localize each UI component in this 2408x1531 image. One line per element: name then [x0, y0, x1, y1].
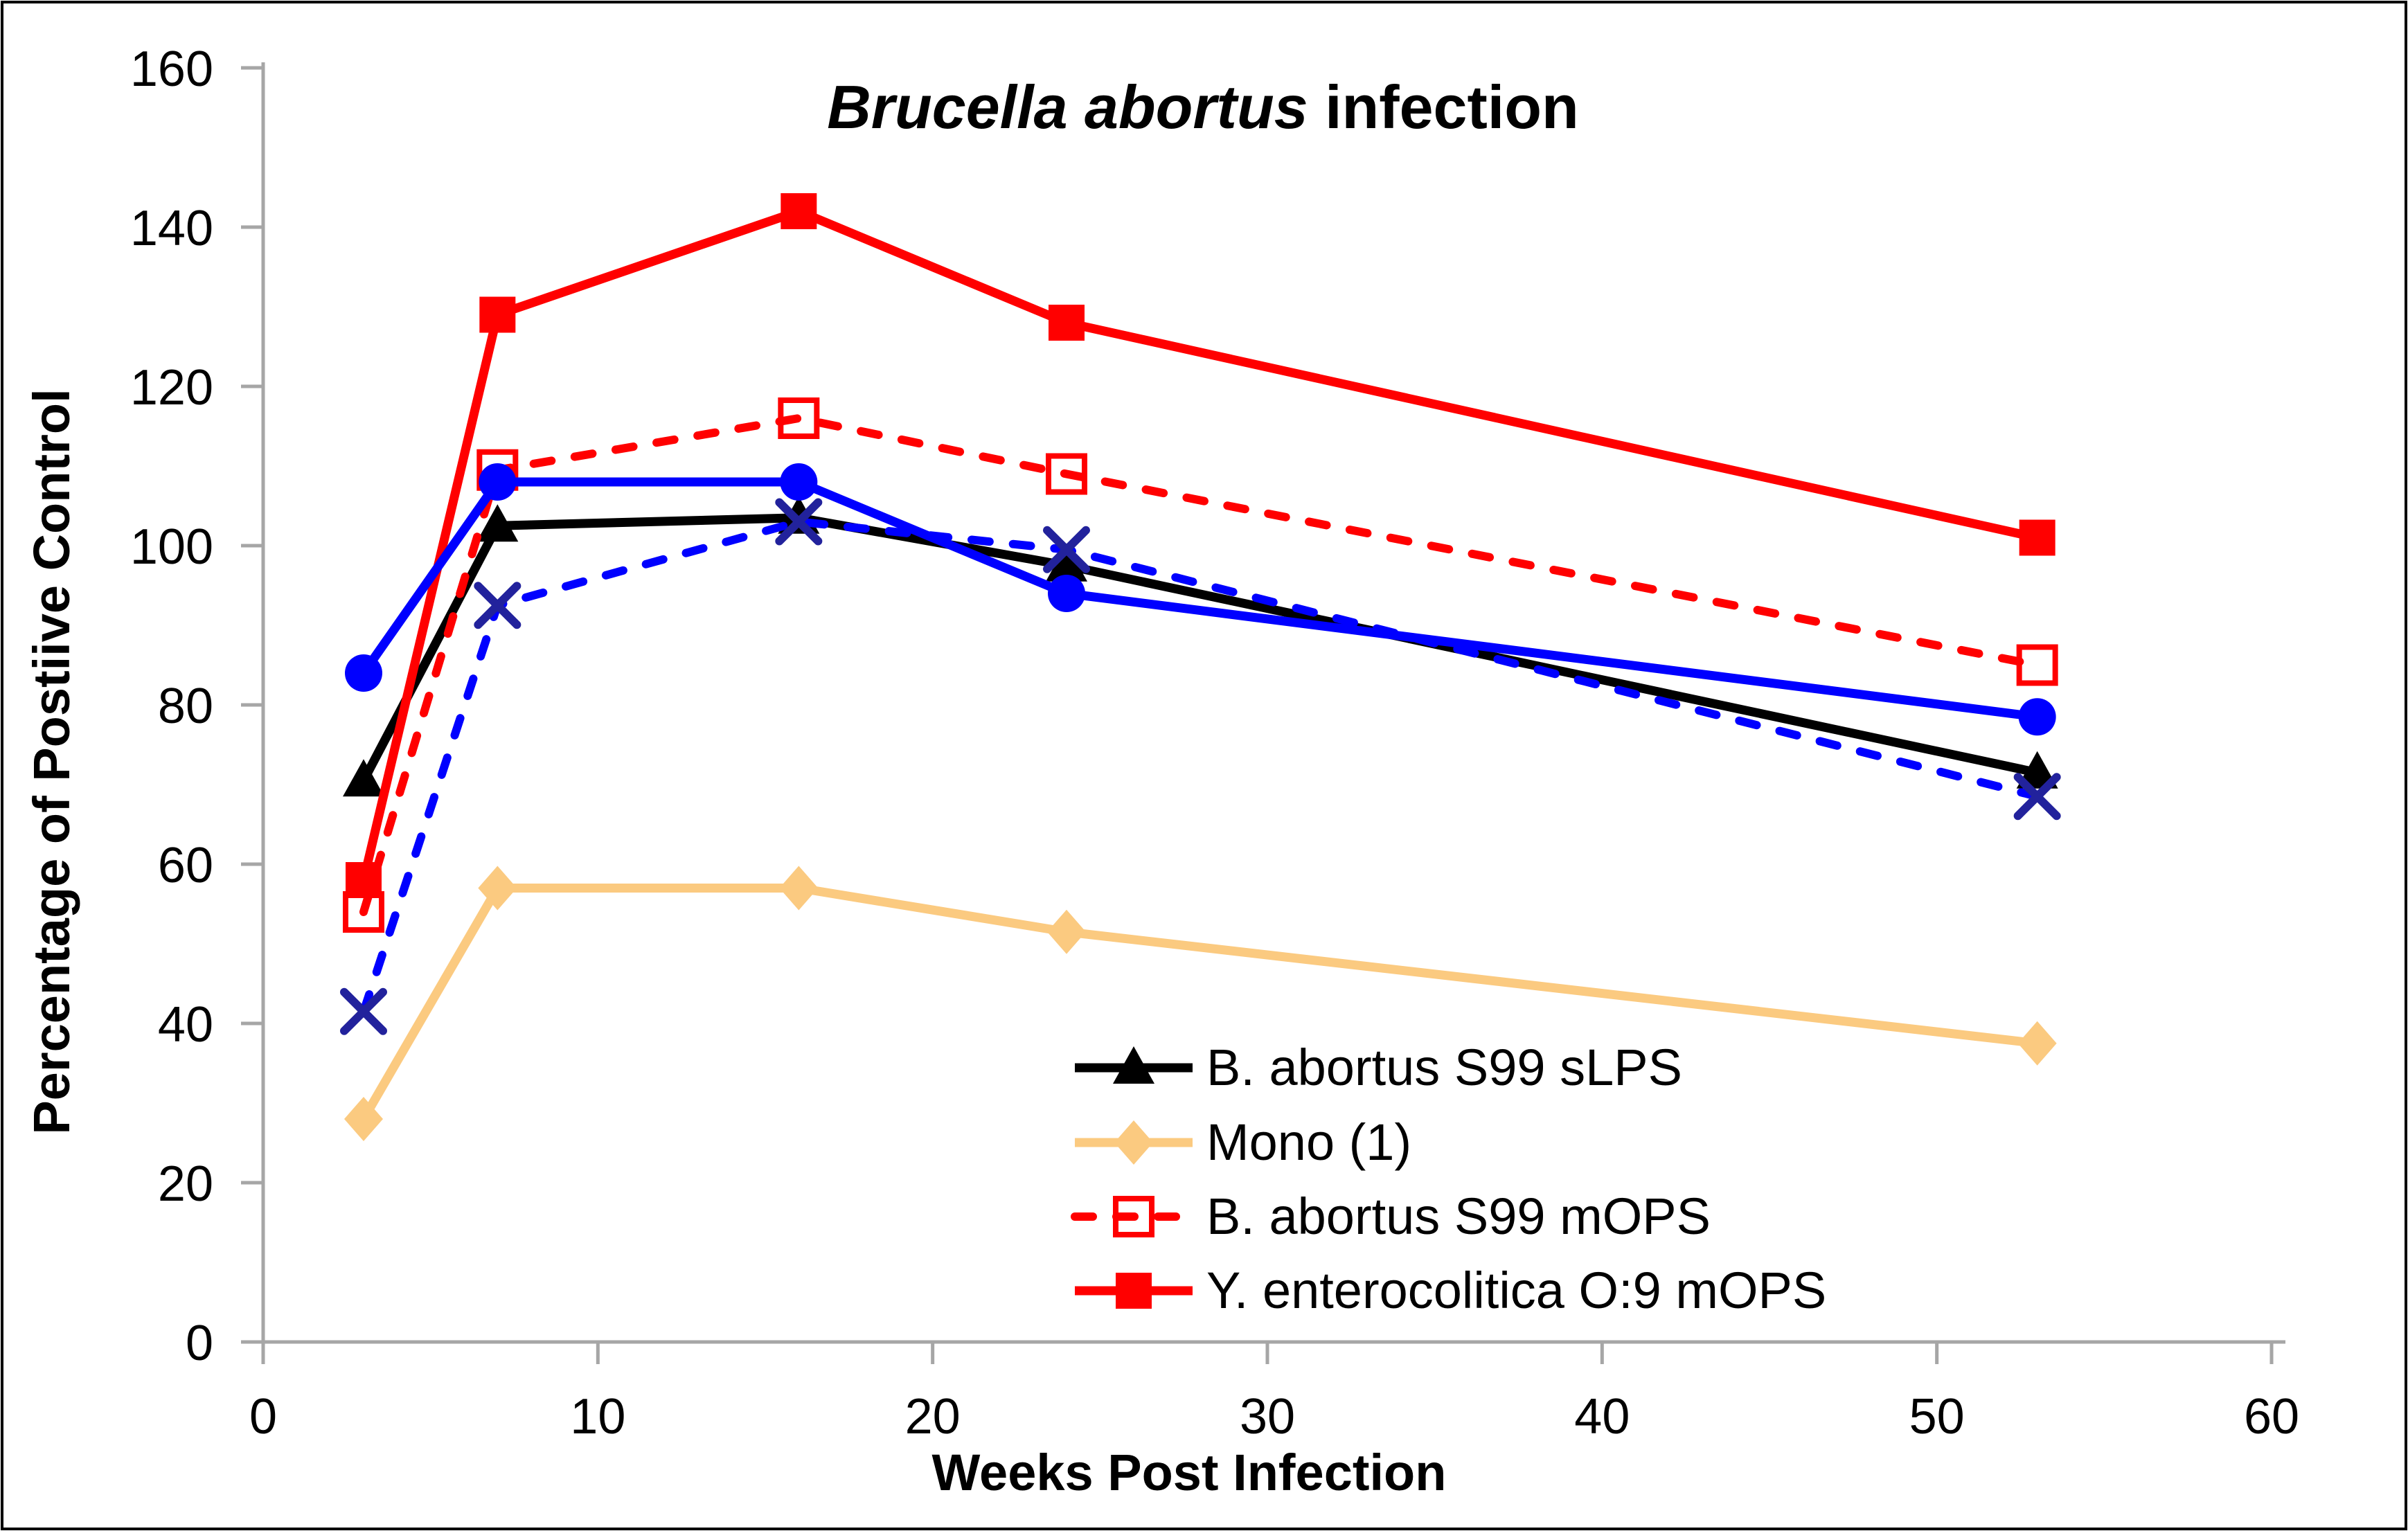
diamond-marker: [2017, 1021, 2057, 1066]
series-line: [359, 206, 2039, 881]
circle-marker: [780, 463, 818, 501]
x-marker: [2013, 773, 2061, 821]
series-line: [359, 884, 2038, 1122]
series-line: [359, 513, 2039, 783]
legend-item-b-abortus-s99-slps: B. abortus S99 sLPS: [1075, 1039, 1682, 1096]
x-tick-label: 40: [1574, 1389, 1630, 1444]
y-tick-label: 20: [158, 1156, 213, 1212]
x-marker: [474, 582, 521, 629]
chart-title-suffix: infection: [1308, 73, 1579, 141]
triangle-marker: [1046, 544, 1087, 582]
legend-label: Mono (1): [1206, 1113, 1411, 1171]
series-line: [359, 413, 2042, 916]
circle-marker: [479, 463, 517, 501]
y-tick-label: 40: [158, 997, 213, 1053]
x-axis-title: Weeks Post Infection: [932, 1444, 1447, 1501]
y-tick-label: 100: [130, 519, 213, 575]
circle-marker: [345, 654, 382, 692]
x-tick-label: 50: [1909, 1389, 1965, 1444]
series-y-enterocolitica-o-9-mops: [346, 193, 2055, 898]
x-marker: [340, 987, 387, 1035]
series-line: [359, 517, 2042, 1016]
square-marker: [346, 862, 382, 898]
legend-item-b-abortus-s99-mops: B. abortus S99 mOPS: [1071, 1188, 1711, 1245]
square-marker: [1049, 305, 1085, 341]
x-tick-label: 30: [1240, 1389, 1295, 1444]
circle-marker: [2018, 698, 2056, 736]
y-tick-label: 0: [186, 1316, 213, 1371]
y-tick-label: 80: [158, 679, 213, 734]
open-square-marker: [778, 397, 820, 439]
diamond-marker: [779, 866, 819, 911]
legend-label: Y. enterocolitica O:9 mOPS: [1206, 1262, 1826, 1319]
diamond-marker: [1114, 1120, 1153, 1165]
series-mono-1-: [344, 866, 2057, 1141]
series-unlabeled-5: [340, 498, 2061, 1035]
plot-series: [340, 193, 2061, 1141]
series-line: [359, 477, 2038, 722]
axes: 0 20 40 60 80 100 120 140 160 0 10 20 30 40 50 60: [130, 42, 2299, 1444]
x-marker: [775, 498, 823, 546]
circle-marker: [1048, 575, 1085, 612]
triangle-marker: [476, 504, 519, 542]
open-square-marker: [1046, 453, 1087, 495]
open-square-marker: [2016, 644, 2058, 686]
x-tick-label: 20: [905, 1389, 961, 1444]
legend-label: B. abortus S99 sLPS: [1206, 1039, 1682, 1096]
square-marker: [781, 193, 817, 229]
triangle-marker: [343, 759, 384, 797]
y-tick-label: 160: [130, 42, 213, 97]
legend-label: B. abortus S99 mOPS: [1206, 1188, 1711, 1245]
x-tick-label: 60: [2244, 1389, 2299, 1444]
y-tick-label: 140: [130, 201, 213, 256]
x-tick-label: 10: [570, 1389, 625, 1444]
y-tick-label: 120: [130, 360, 213, 415]
diamond-marker: [344, 1097, 383, 1141]
open-square-marker: [1113, 1196, 1154, 1237]
triangle-marker: [1113, 1046, 1154, 1084]
x-tick-label: 0: [249, 1389, 277, 1444]
triangle-marker: [2016, 751, 2058, 789]
y-tick-label: 60: [158, 838, 213, 893]
x-marker: [1043, 526, 1090, 573]
legend-item-mono-1-: Mono (1): [1075, 1113, 1411, 1171]
chart-title-species: Brucella abortus: [827, 73, 1308, 141]
legend: B. abortus S99 sLPS Mono (1) B. abortus S9…: [1071, 1039, 1826, 1319]
series-b-abortus-s99-mops: [343, 397, 2058, 933]
square-marker: [2019, 519, 2055, 556]
series-b-abortus-s99-slps: [343, 496, 2058, 797]
y-axis-title: Percentage of Postiive Control: [23, 388, 80, 1134]
square-marker: [1116, 1273, 1152, 1309]
diamond-marker: [1047, 909, 1086, 954]
square-marker: [479, 296, 516, 333]
diamond-marker: [478, 866, 517, 911]
legend-item-y-enterocolitica-o-9-mops: Y. enterocolitica O:9 mOPS: [1075, 1262, 1826, 1319]
chart-title: Brucella abortus infection: [827, 73, 1579, 141]
